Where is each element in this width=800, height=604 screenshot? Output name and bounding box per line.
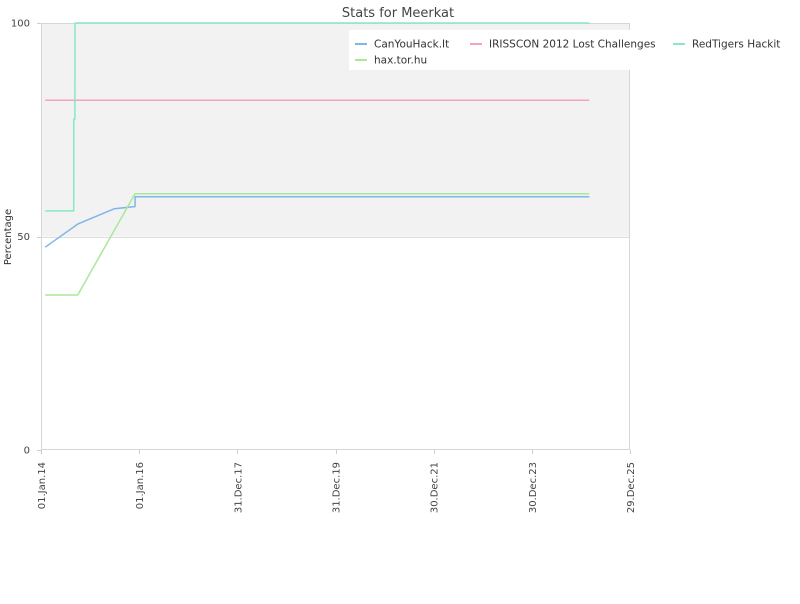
y-tick-label: 100 <box>11 19 30 30</box>
legend-label: CanYouHack.It <box>374 39 449 51</box>
legend-box <box>349 30 789 70</box>
y-tick-label: 50 <box>17 232 30 243</box>
x-tick-label: 30.Dec.21 <box>430 462 441 513</box>
legend: CanYouHack.It IRISSCON 2012 Lost Challeng… <box>349 30 789 70</box>
series-line <box>44 196 590 248</box>
chart-title: Stats for Meerkat <box>342 6 454 21</box>
x-tick-label: 01.Jan.14 <box>37 462 48 509</box>
series-line <box>45 193 590 296</box>
legend-label: hax.tor.hu <box>374 55 427 67</box>
x-tick-label: 30.Dec.23 <box>528 462 539 513</box>
y-axis-label: Percentage <box>3 209 14 265</box>
legend-label: IRISSCON 2012 Lost Challenges <box>489 39 656 51</box>
plot-area: 0 50 100 01.Jan.14 01.Jan.16 31.Dec.17 31.Dec.… <box>11 19 637 514</box>
series-line <box>45 22 590 212</box>
y-tick-label: 0 <box>24 446 30 457</box>
x-tick-label: 01.Jan.16 <box>135 462 146 509</box>
x-tick-label: 31.Dec.17 <box>233 462 244 513</box>
legend-label: RedTigers Hackit <box>692 39 780 51</box>
x-tick-label: 31.Dec.19 <box>332 462 343 513</box>
x-tick-label: 29.Dec.25 <box>626 462 637 513</box>
